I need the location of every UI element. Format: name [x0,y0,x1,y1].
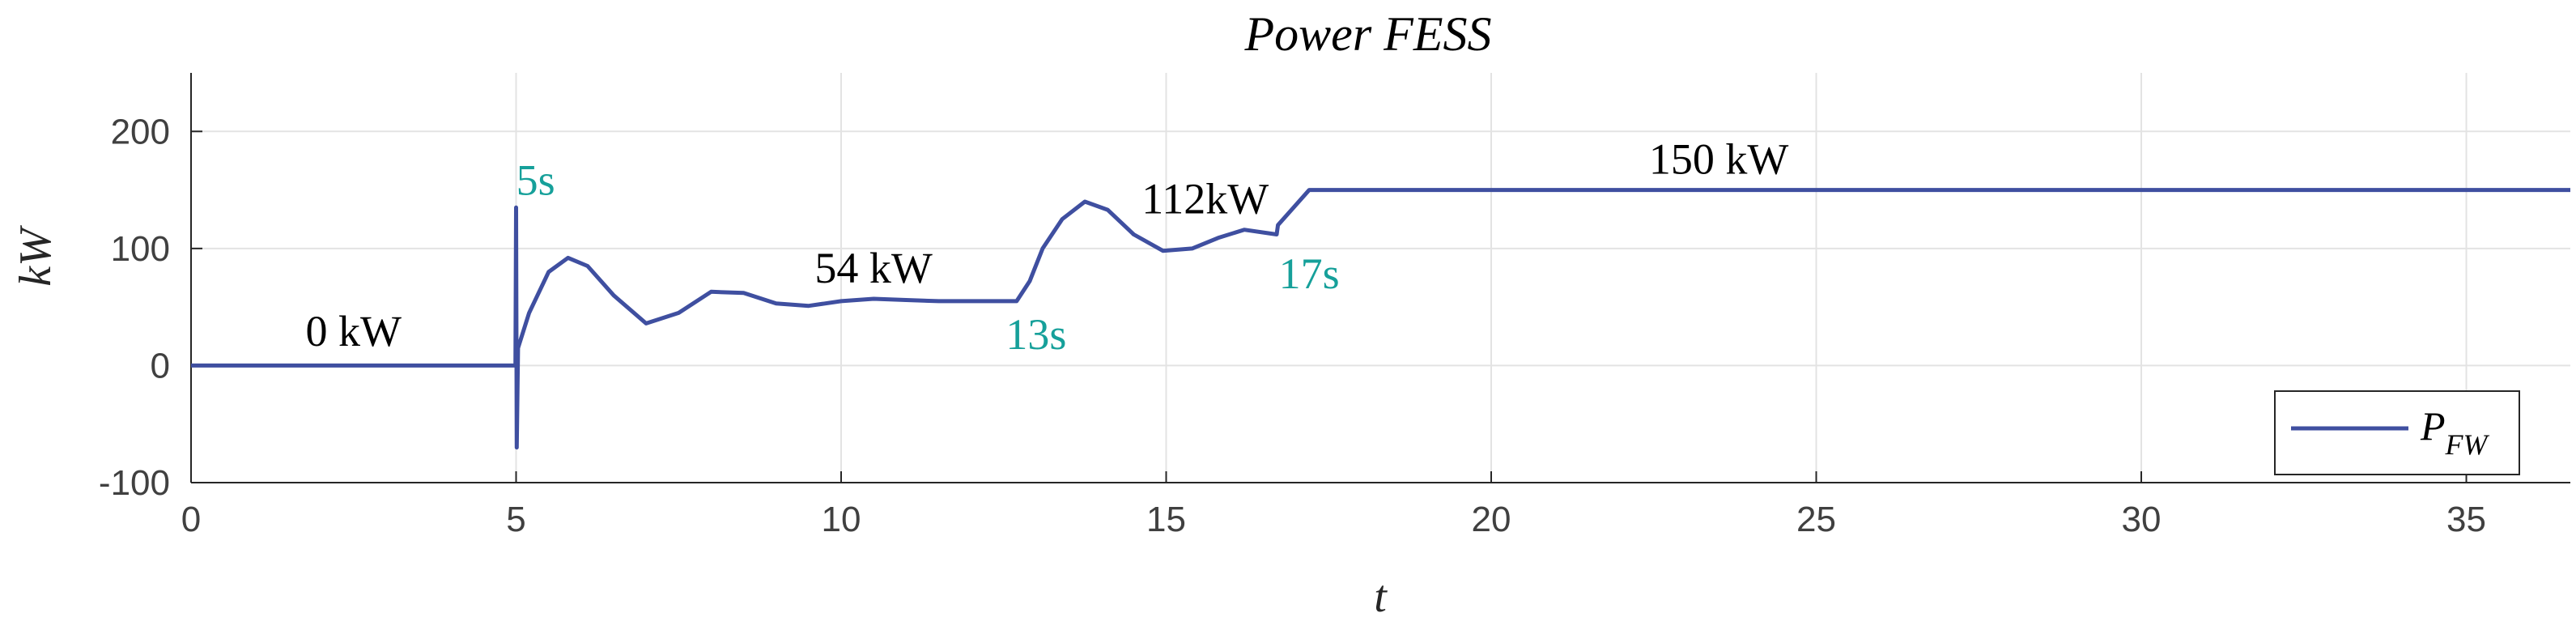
annotation-label: 150 kW [1649,134,1789,183]
annotation-label: 5s [516,155,555,204]
x-tick-label: 30 [2122,500,2162,539]
y-axis-label: kW [11,225,61,287]
series-layer [191,188,2570,450]
y-tick-label: 100 [111,229,170,269]
x-tick-label: 25 [1796,500,1836,539]
series-line-p-fw [191,188,2570,450]
x-tick-label: 10 [822,500,861,539]
legend-box [2274,390,2520,475]
x-tick-label: 15 [1146,500,1186,539]
legend: PFW [2274,390,2520,475]
x-tick-label: 35 [2446,500,2486,539]
annotation-label: 13s [1005,310,1066,359]
x-tick-label: 0 [181,500,201,539]
x-tick-label: 5 [506,500,525,539]
legend-label-subscript: FW [2445,428,2490,461]
x-tick-label: 20 [1472,500,1511,539]
chart-title: Power FESS [1244,7,1492,61]
y-tick-label: 0 [151,346,170,385]
annotation-label: 17s [1279,249,1340,298]
annotation-label: 0 kW [306,307,402,355]
x-axis-label: t [1374,572,1388,622]
annotation-label: 54 kW [814,244,933,292]
y-tick-label: 200 [111,112,170,151]
axes: 0 5 10 15 20 25 30 35 -100 0 100 200 [99,73,2570,539]
legend-label-p-fw: PFW [2420,403,2490,461]
annotation-label: 112kW [1141,174,1269,223]
y-tick-label: -100 [99,463,170,503]
legend-label-main: P [2420,403,2446,449]
